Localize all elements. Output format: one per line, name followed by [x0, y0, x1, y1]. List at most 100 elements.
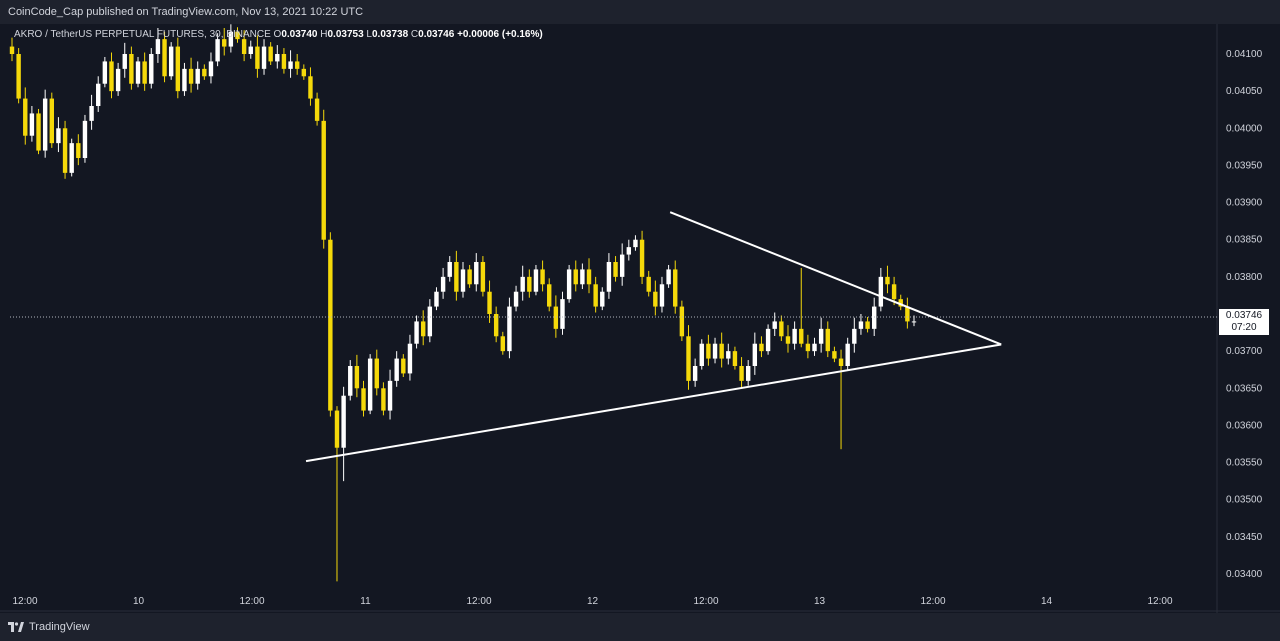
x-tick-label: 14	[1041, 596, 1053, 607]
candle	[474, 253, 479, 292]
candle	[593, 276, 598, 313]
upper-trendline[interactable]	[669, 211, 1002, 346]
candle	[62, 120, 68, 179]
candle	[23, 87, 28, 145]
candle	[626, 239, 632, 261]
lower-trendline[interactable]	[305, 343, 1002, 463]
x-tick-label: 12:00	[693, 596, 718, 607]
candle	[865, 316, 870, 333]
last-price-value: 0.03746	[1225, 309, 1263, 321]
candle	[374, 349, 379, 396]
candle	[673, 260, 678, 314]
candle	[427, 299, 433, 343]
candle	[838, 349, 844, 450]
candle	[89, 94, 94, 130]
tradingview-brand: TradingView	[29, 621, 90, 633]
candle	[387, 369, 393, 420]
candle	[752, 332, 758, 375]
candle	[573, 260, 578, 292]
candle	[122, 42, 127, 78]
candle	[109, 52, 114, 99]
candle	[467, 264, 472, 288]
y-tick-label: 0.04100	[1226, 49, 1263, 60]
publisher-bar: CoinCode_Cap published on TradingView.co…	[0, 0, 1280, 24]
y-tick-label: 0.03600	[1226, 420, 1263, 431]
published-text: CoinCode_Cap published on TradingView.co…	[8, 6, 364, 18]
x-tick-label: 12:00	[920, 596, 945, 607]
candle	[891, 276, 897, 306]
candle	[440, 267, 446, 299]
candle	[679, 300, 685, 342]
candle	[195, 61, 200, 90]
x-tick-label: 11	[360, 596, 371, 607]
x-tick-label: 12:00	[466, 596, 491, 607]
candle	[328, 232, 333, 417]
candle	[586, 258, 592, 294]
candle	[825, 321, 830, 358]
plot-background	[0, 24, 1280, 613]
candles	[9, 24, 917, 582]
candle	[646, 270, 651, 297]
candle	[633, 235, 638, 251]
candle	[699, 339, 704, 370]
candle	[666, 264, 671, 288]
candle	[175, 37, 181, 99]
candle	[235, 27, 240, 43]
candle	[560, 291, 565, 335]
candle	[454, 250, 459, 301]
y-tick-label: 0.03700	[1226, 346, 1263, 357]
candle	[745, 360, 751, 386]
y-tick-label: 0.03500	[1226, 495, 1263, 506]
candle	[202, 64, 207, 80]
candle	[852, 317, 857, 353]
candle	[805, 334, 811, 359]
candle	[878, 267, 884, 312]
tradingview-logo-icon	[8, 622, 24, 632]
candle	[268, 42, 273, 65]
candle-countdown: 07:20	[1231, 321, 1257, 333]
candle	[765, 324, 771, 355]
candlestick-chart[interactable]: 0.04100 0.04050 0.04000 0.03950 0.03900 0.038…	[0, 24, 1280, 613]
candle	[135, 56, 141, 88]
candle	[288, 50, 293, 78]
candle	[188, 57, 194, 93]
candle	[580, 263, 585, 290]
candle	[96, 76, 101, 112]
candle	[294, 54, 300, 75]
candle	[149, 48, 154, 89]
candle	[653, 280, 658, 316]
x-tick-label: 12	[587, 596, 599, 607]
candle	[619, 243, 625, 286]
candle	[182, 62, 187, 96]
y-tick-label: 0.04050	[1226, 86, 1263, 97]
candle	[692, 358, 698, 387]
candle	[82, 114, 88, 163]
candle	[818, 317, 824, 353]
candle	[799, 267, 804, 348]
candle	[812, 337, 817, 356]
candle	[255, 35, 260, 78]
candle	[739, 357, 744, 388]
x-tick-label: 12:00	[1147, 596, 1172, 607]
candle	[460, 262, 466, 298]
candle	[162, 31, 167, 83]
candle	[520, 265, 525, 301]
candle	[301, 64, 307, 80]
candle	[540, 260, 545, 292]
candle	[248, 40, 253, 59]
candle	[527, 269, 532, 298]
candle	[606, 253, 612, 299]
candle	[832, 346, 837, 363]
candle	[314, 92, 320, 126]
x-tick-label: 12:00	[12, 596, 37, 607]
candle	[129, 46, 134, 90]
candle	[712, 337, 718, 364]
candle	[726, 343, 731, 365]
candle	[845, 337, 850, 371]
candle	[215, 33, 220, 67]
candle	[36, 108, 41, 155]
candle	[29, 106, 35, 142]
tradingview-logo[interactable]: TradingView	[8, 621, 90, 633]
candle	[487, 280, 492, 323]
candle	[56, 117, 61, 153]
